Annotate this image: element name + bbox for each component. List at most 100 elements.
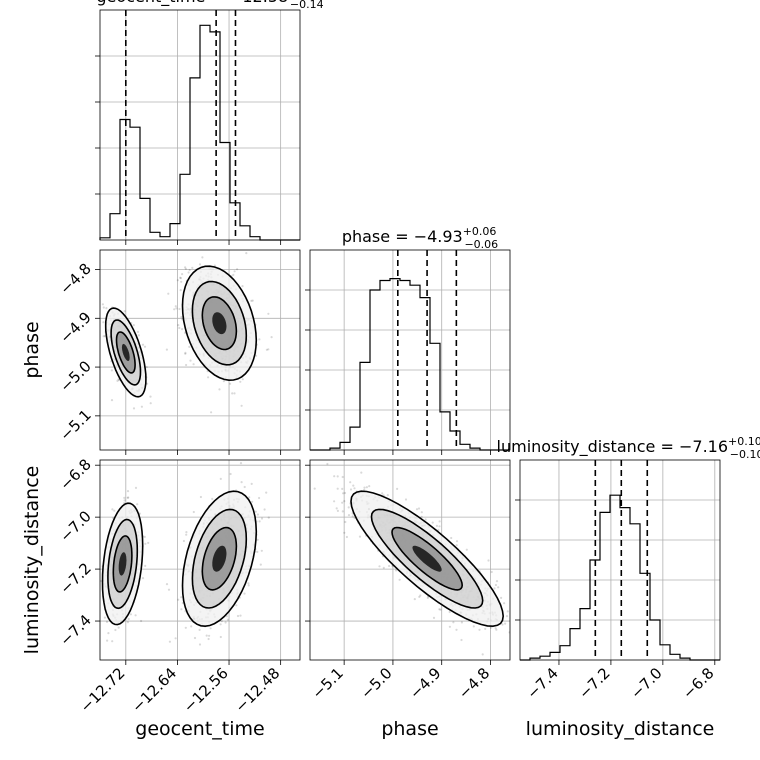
sample-point xyxy=(229,472,232,476)
sample-point xyxy=(102,306,105,309)
panel-frame xyxy=(309,249,511,451)
sample-point xyxy=(504,622,507,625)
sample-point xyxy=(501,623,504,626)
sample-point xyxy=(497,586,500,589)
sample-point xyxy=(251,299,254,302)
sample-point xyxy=(495,628,498,631)
contour-line xyxy=(350,490,505,628)
sample-point xyxy=(175,307,178,310)
sample-point xyxy=(143,345,147,348)
sample-point xyxy=(494,627,497,630)
sample-point xyxy=(189,359,192,362)
contour-line xyxy=(107,518,139,610)
sample-point xyxy=(514,620,516,622)
sample-point xyxy=(136,330,140,333)
sample-point xyxy=(455,544,458,547)
panel-title-luminosity_distance: luminosity_distance = −7.16+0.10 −0.10 xyxy=(497,435,760,461)
sample-point xyxy=(101,303,104,306)
sample-point xyxy=(205,634,208,637)
sample-point xyxy=(426,596,429,600)
sample-point xyxy=(417,507,421,510)
y-tick-label: −5.1 xyxy=(56,406,94,444)
sample-point xyxy=(89,296,91,298)
density-fill xyxy=(212,545,227,572)
sample-point xyxy=(341,487,344,490)
contour-line xyxy=(110,319,142,386)
sample-point xyxy=(265,491,268,494)
sample-point xyxy=(277,455,279,457)
sample-point xyxy=(413,598,416,601)
sample-point xyxy=(126,490,130,493)
sample-point xyxy=(226,618,229,621)
panel-title-geocent_time: geocent_time = −12.58+0.03−0.14 xyxy=(96,0,323,11)
sample-point xyxy=(103,616,106,619)
scatter-panel-geocent_time-phase xyxy=(89,249,301,455)
sample-point xyxy=(343,491,347,495)
sample-point xyxy=(490,570,493,574)
histogram-panel-luminosity_distance: luminosity_distance = −7.16+0.10 −0.10 xyxy=(497,435,760,665)
sample-point xyxy=(438,525,441,528)
sample-point xyxy=(184,626,187,629)
sample-point xyxy=(487,559,490,562)
sample-point xyxy=(267,516,270,519)
sample-point xyxy=(181,328,184,331)
sample-point xyxy=(260,549,263,552)
x-tick-label: −5.0 xyxy=(357,664,395,702)
sample-point xyxy=(378,565,381,568)
sample-point xyxy=(231,392,234,395)
x-tick-label: −4.8 xyxy=(455,664,493,702)
density-fill xyxy=(118,552,127,576)
sample-point xyxy=(325,455,327,457)
contour-line xyxy=(191,280,248,366)
sample-point xyxy=(180,315,183,319)
sample-point xyxy=(352,484,355,487)
sample-point xyxy=(503,602,506,605)
sample-point xyxy=(181,273,184,276)
sample-point xyxy=(484,627,487,631)
sample-point xyxy=(107,632,110,635)
sample-point xyxy=(143,535,146,539)
sample-point xyxy=(481,653,484,656)
title-text: luminosity_distance = −7.16 xyxy=(497,437,728,457)
contour-line xyxy=(191,508,248,609)
sample-point xyxy=(174,637,177,640)
y-tick-label: −5.0 xyxy=(56,357,94,395)
sample-point xyxy=(233,392,236,395)
sample-point xyxy=(211,497,214,500)
sample-point xyxy=(256,550,259,554)
sample-point xyxy=(134,486,138,489)
title-text: geocent_time = −12.58 xyxy=(96,0,288,7)
sample-point xyxy=(360,471,363,474)
sample-point xyxy=(187,271,190,274)
sample-point xyxy=(418,595,421,599)
sample-point xyxy=(500,596,503,600)
sample-point xyxy=(240,481,243,484)
title-superscript: +0.06 xyxy=(463,225,497,238)
sample-point xyxy=(207,637,210,641)
sample-point xyxy=(192,510,195,514)
sample-point xyxy=(529,629,531,631)
sample-point xyxy=(111,640,114,643)
sample-point xyxy=(235,604,238,607)
sample-point xyxy=(335,507,338,510)
sample-point xyxy=(506,610,509,613)
sample-point xyxy=(114,628,117,632)
sample-point xyxy=(233,270,236,273)
sample-point xyxy=(267,312,270,315)
density-fill xyxy=(412,545,442,572)
sample-point xyxy=(247,584,250,587)
x-axis-label-phase: phase xyxy=(381,718,438,740)
sample-point xyxy=(178,307,181,311)
sample-point xyxy=(243,485,246,489)
sample-point xyxy=(267,348,270,351)
sample-point xyxy=(259,563,262,566)
title-text: phase = −4.93 xyxy=(342,227,463,246)
x-tick-label: −12.64 xyxy=(128,664,180,716)
sample-point xyxy=(126,621,129,624)
sample-point xyxy=(351,515,354,518)
sample-point xyxy=(341,501,344,504)
contour-line xyxy=(201,296,238,351)
panel-frame xyxy=(519,459,721,661)
y-tick-label: −7.2 xyxy=(56,559,94,597)
sample-point xyxy=(258,496,261,500)
